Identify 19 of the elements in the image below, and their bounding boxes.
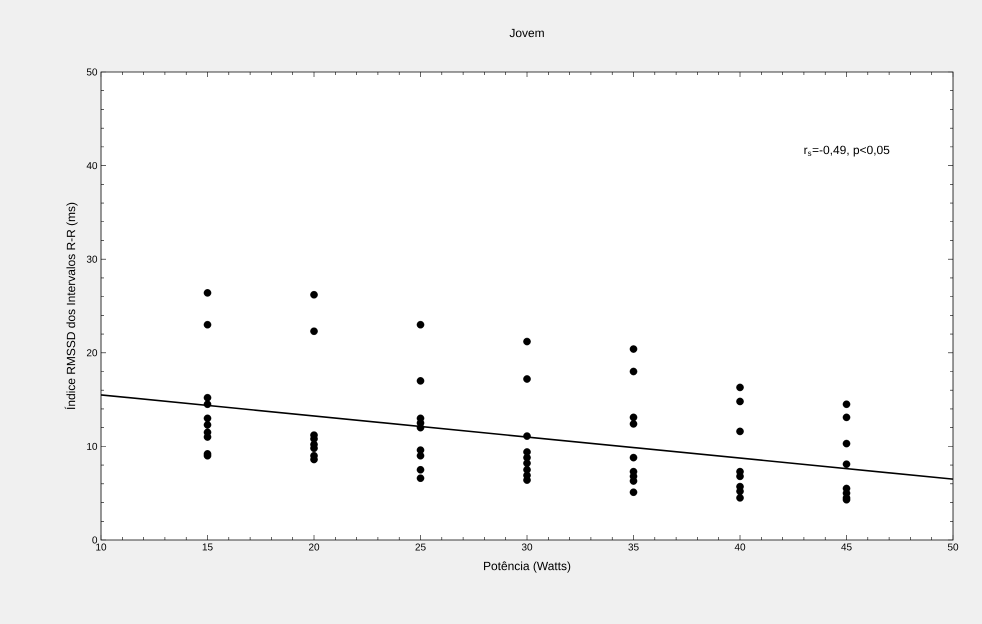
x-tick-label: 15 (202, 544, 213, 550)
annotation: r$_{s}$=-0,49, p<0,05 (804, 146, 890, 157)
y-axis-title: Índice RMSSD dos Intervalos R-R (ms) (64, 202, 78, 410)
y-tick-label: 0 (92, 536, 98, 544)
chart-title: Jovem (510, 28, 544, 38)
x-tick-label: 25 (415, 544, 426, 551)
x-tick-label: 35 (628, 544, 639, 551)
y-tick-label: 20 (86, 349, 98, 356)
x-tick-label: 40 (734, 544, 746, 551)
y-tick-label: 10 (87, 442, 98, 450)
x-axis-title: Potência (Watts) (484, 561, 570, 573)
x-tick-label: 45 (841, 544, 852, 550)
y-tick-label: 30 (86, 256, 98, 263)
x-tick-label: 50 (948, 544, 958, 551)
y-tick-label: 40 (86, 162, 98, 170)
x-tick-label: 10 (96, 544, 106, 551)
x-tick-label: 20 (308, 544, 320, 551)
y-tick-label: 50 (86, 68, 98, 76)
x-tick-label: 30 (522, 544, 532, 551)
